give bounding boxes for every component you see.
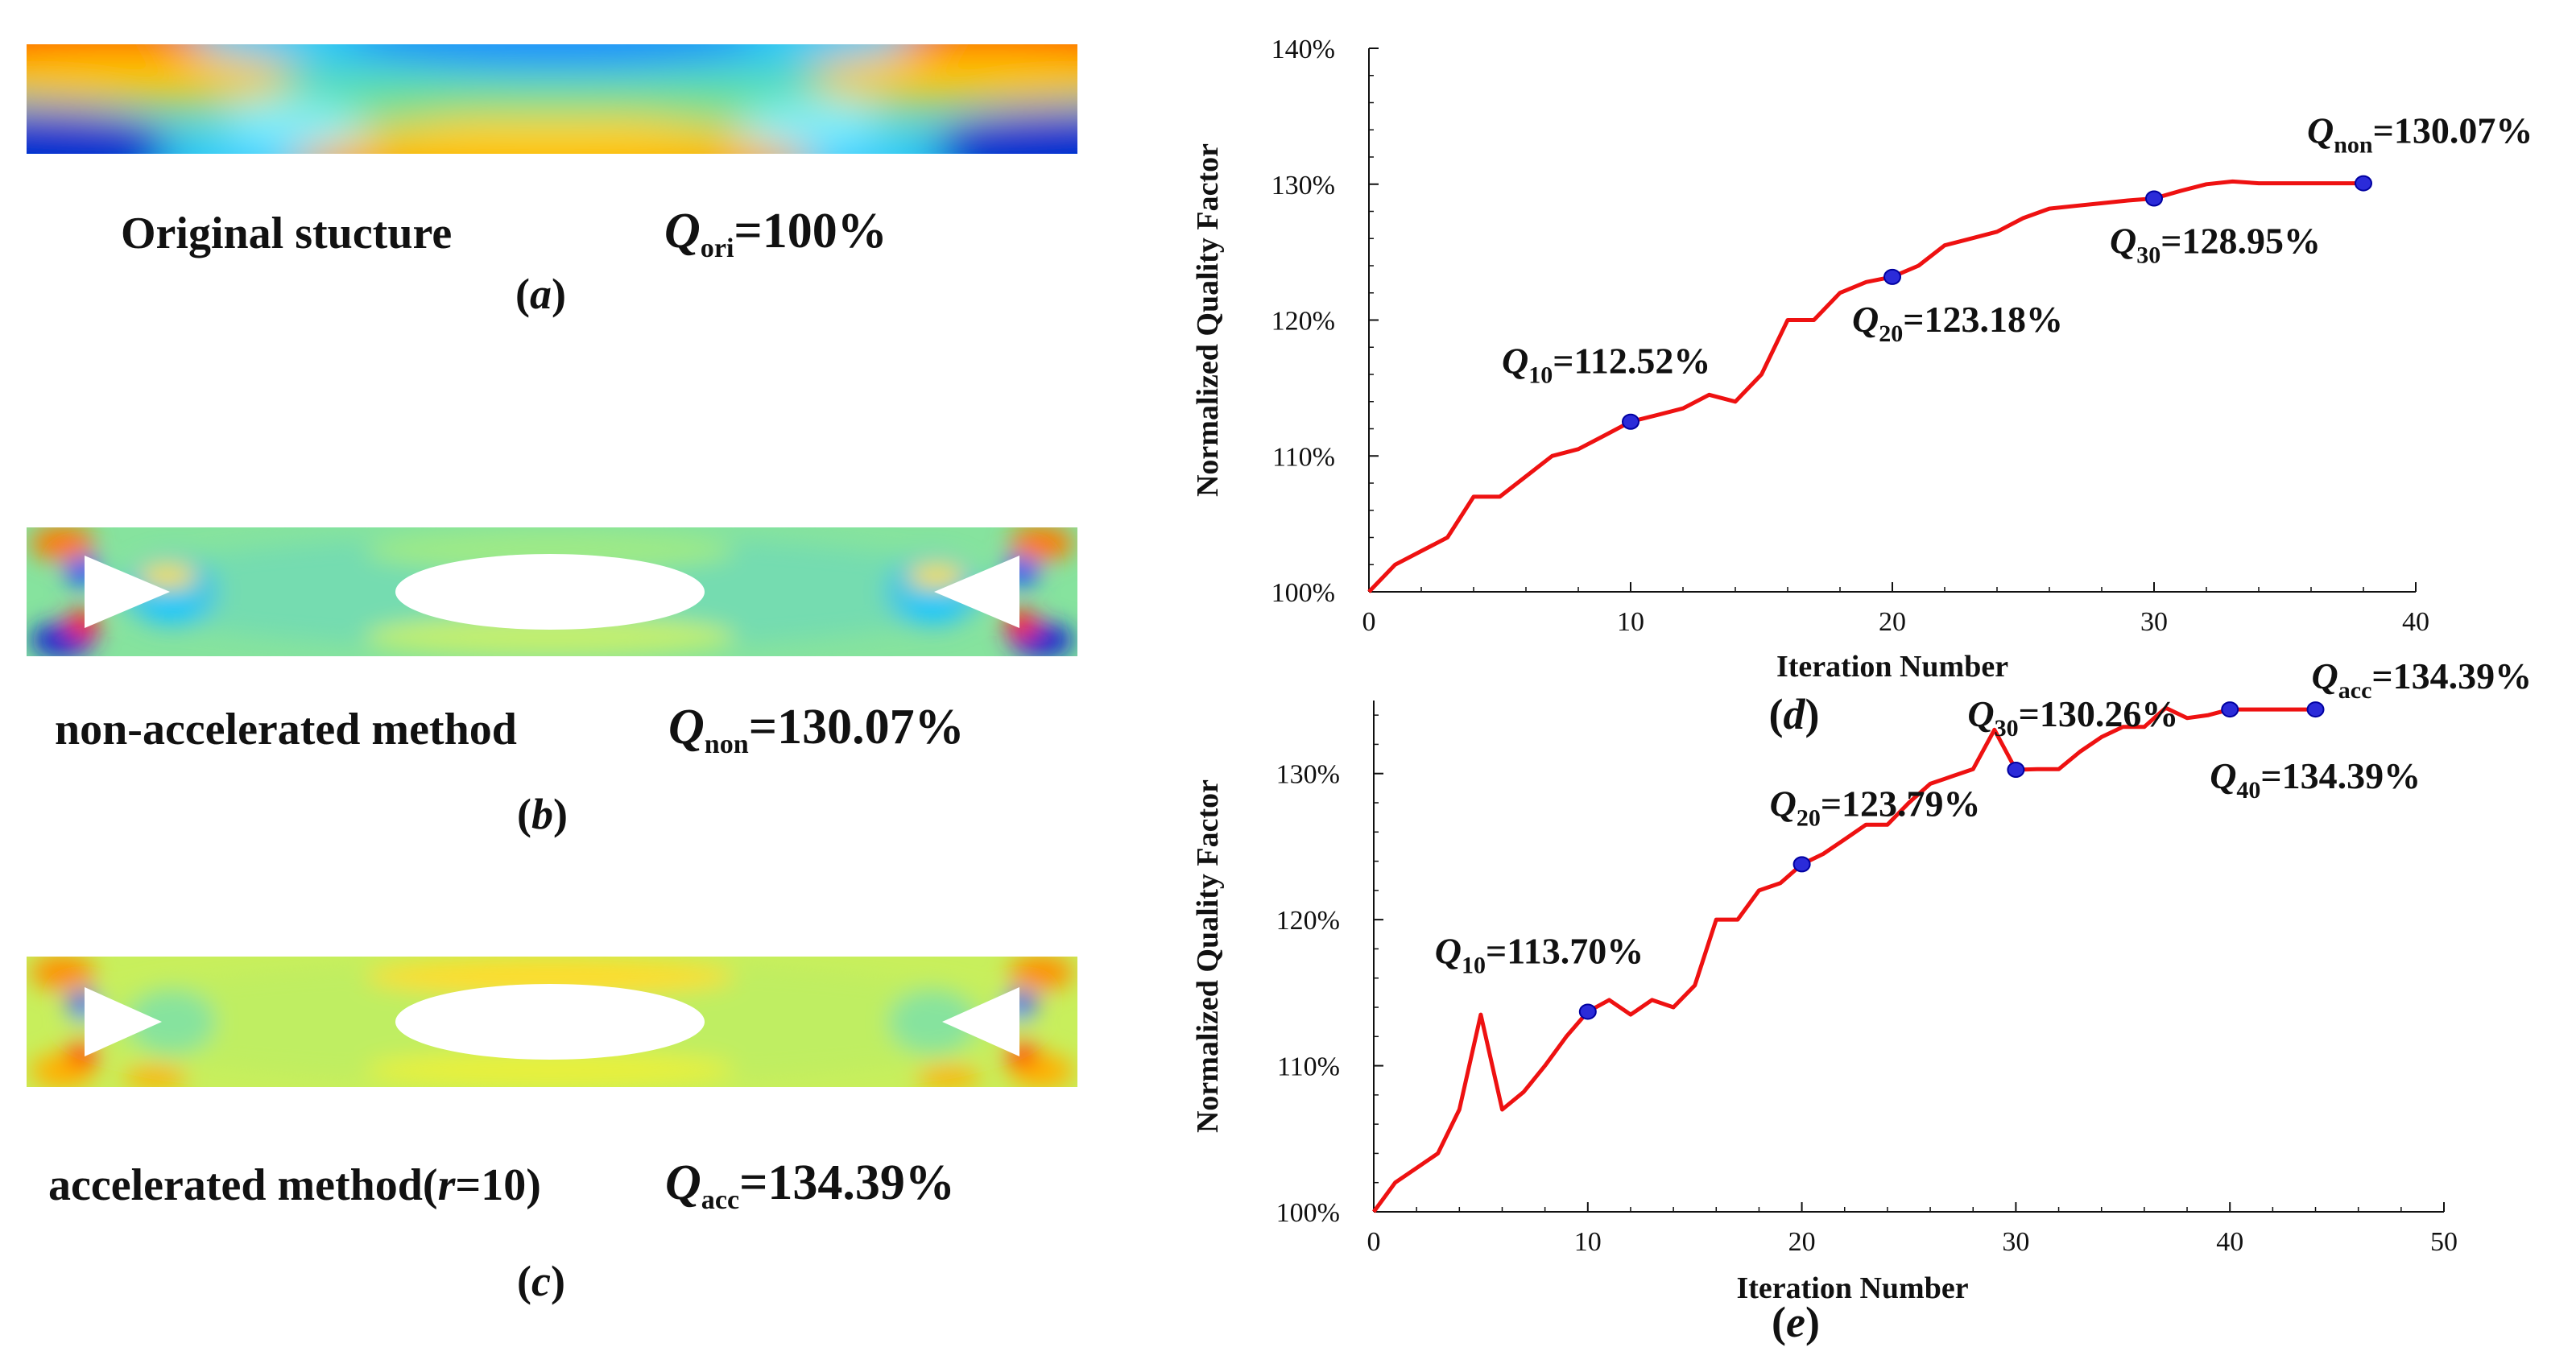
- x-tick-label: 30: [2140, 607, 2168, 637]
- series-line: [1367, 179, 2363, 593]
- x-tick-label: 40: [2402, 607, 2429, 637]
- x-tick-label: 0: [1362, 607, 1376, 637]
- panel-b-letter: b: [531, 790, 553, 838]
- y-tick-label: 100%: [1276, 1198, 1340, 1228]
- data-marker: [1883, 268, 1901, 285]
- q-symbol: Q: [665, 1155, 701, 1210]
- chart-d: 0 10 20 30 40 100% 110% 120% 130% 140% Iteration N…: [1191, 35, 2533, 738]
- x-tick-label: 10: [1617, 607, 1644, 637]
- marker-label: Qnon=130.07%: [2307, 110, 2533, 159]
- y-tick-label: 130%: [1271, 171, 1335, 200]
- panel-a-caption: (a): [515, 270, 566, 318]
- marker-label: Q30=130.26%: [1967, 693, 2178, 742]
- original-structure-field-map: [27, 44, 1077, 154]
- y-tick-label: 100%: [1271, 578, 1335, 608]
- x-tick-label: 40: [2216, 1227, 2243, 1257]
- x-tick-label: 20: [1879, 607, 1906, 637]
- data-marker: [2007, 761, 2025, 778]
- panel-a-q-label: Qori=100%: [664, 203, 887, 264]
- marker-label: Q20=123.79%: [1770, 783, 1981, 831]
- panel-c-letter: c: [531, 1257, 551, 1305]
- marker-label: Q10=112.52%: [1502, 341, 1710, 389]
- x-tick-label: 50: [2430, 1227, 2458, 1257]
- q-value: =134.39%: [739, 1155, 955, 1210]
- y-tick-label: 110%: [1277, 1052, 1340, 1082]
- panel-caption: (e): [1772, 1298, 1820, 1346]
- q-subscript: ori: [700, 233, 734, 263]
- marker-label: Q10=113.70%: [1435, 930, 1644, 978]
- chart-e: 0 10 20 30 40 50 100% 110% 120% 130% Iteration Num…: [1191, 655, 2532, 1346]
- q-subscript: acc: [701, 1184, 740, 1215]
- panel-c-caption: (c): [517, 1257, 565, 1305]
- data-marker: [2306, 701, 2325, 718]
- q-subscript: non: [704, 729, 749, 759]
- y-tick-label: 120%: [1276, 906, 1340, 936]
- x-tick-label: 30: [2002, 1227, 2029, 1257]
- y-tick-label: 120%: [1271, 307, 1335, 337]
- panel-c-title-r: r: [437, 1160, 456, 1210]
- marker-label: Q30=128.95%: [2110, 220, 2321, 268]
- panel-c-q-label: Qacc=134.39%: [665, 1155, 955, 1216]
- panel-caption: (d): [1769, 690, 1820, 738]
- y-tick-label: 130%: [1276, 760, 1340, 790]
- q-value: =130.07%: [748, 700, 965, 754]
- x-tick-label: 20: [1788, 1227, 1816, 1257]
- x-tick-label: 0: [1367, 1227, 1381, 1257]
- data-marker: [1622, 413, 1639, 430]
- q-value: =100%: [734, 204, 887, 258]
- data-marker: [1578, 1003, 1597, 1020]
- data-marker: [1792, 856, 1811, 873]
- y-tick-label: 110%: [1272, 442, 1335, 472]
- y-axis-label: Normalized Quality Factor: [1191, 143, 1225, 497]
- y-tick-label: 140%: [1271, 35, 1335, 64]
- x-tick-label: 10: [1574, 1227, 1602, 1257]
- data-marker: [2145, 190, 2163, 207]
- panel-b-q-label: Qnon=130.07%: [668, 699, 965, 760]
- panel-b-title: non-accelerated method: [55, 705, 517, 754]
- panel-b-caption: (b): [517, 790, 568, 838]
- data-marker: [2355, 175, 2372, 192]
- panel-c-title: accelerated method(r=10): [48, 1159, 541, 1211]
- q-symbol: Q: [668, 700, 705, 754]
- q-symbol: Q: [664, 204, 701, 258]
- x-axis-label: Iteration Number: [1736, 1271, 1968, 1305]
- non-accelerated-field-map: [27, 527, 1077, 656]
- y-axis-label: Normalized Quality Factor: [1191, 779, 1225, 1133]
- data-marker: [2221, 701, 2239, 718]
- series-line: [1371, 705, 2316, 1213]
- panel-a-letter: a: [529, 270, 552, 318]
- marker-label: Qacc=134.39%: [2312, 655, 2533, 704]
- x-axis-label: Iteration Number: [1776, 650, 2008, 684]
- panel-a-title: Original stucture: [121, 209, 453, 258]
- marker-label: Q20=123.18%: [1852, 299, 2063, 347]
- marker-label: Q40=134.39%: [2210, 755, 2421, 804]
- accelerated-field-map: [27, 957, 1077, 1087]
- panel-c-title-prefix: accelerated method(: [48, 1160, 438, 1210]
- panel-c-title-suffix: =10): [455, 1160, 541, 1210]
